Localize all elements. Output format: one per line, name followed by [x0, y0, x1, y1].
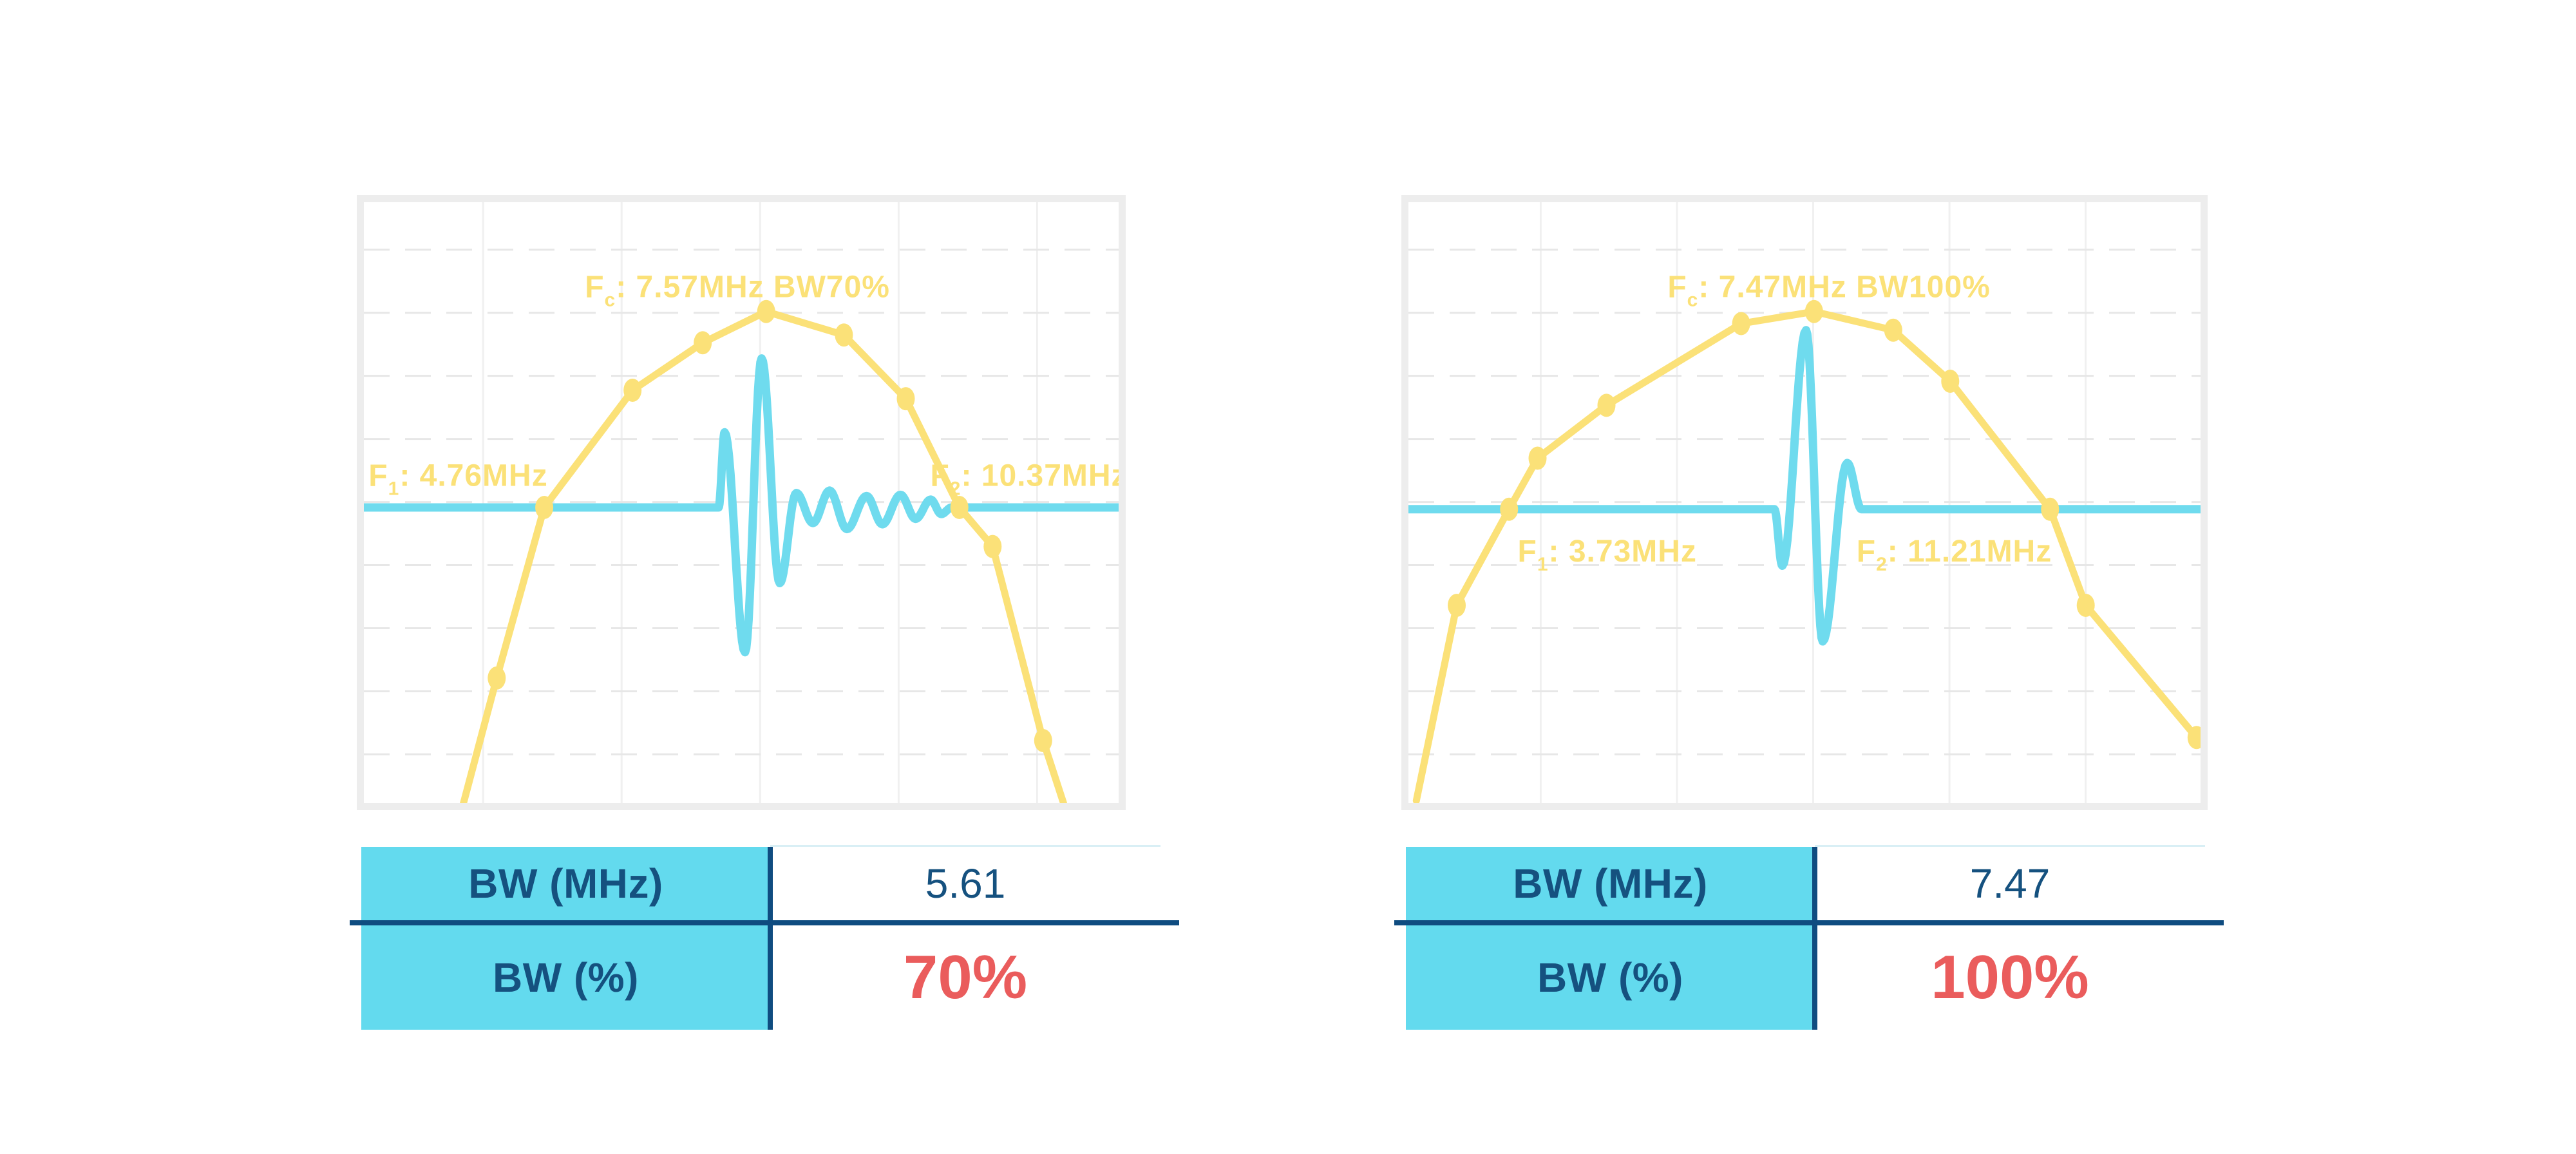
bw-pct-label: BW (%) — [493, 954, 639, 1001]
spectrum-marker-dot — [1528, 446, 1547, 470]
spectrum-curve — [1412, 308, 2201, 803]
fc-label: Fc: 7.47MHz BW100% — [1667, 270, 1990, 310]
spectrum-marker-dot — [983, 534, 1002, 558]
bw-table-70: BW (MHz) 5.61 BW (%) 70% — [350, 844, 1187, 1044]
spectrum-marker-dot — [757, 299, 775, 323]
spectrum-marker-dot — [1884, 318, 1902, 342]
bw-pct-label: BW (%) — [1537, 954, 1683, 1001]
spectrum-marker-dot — [1732, 312, 1750, 336]
table-horizontal-divider — [1394, 920, 2224, 925]
spectrum-marker-dot — [2187, 726, 2201, 750]
bw-pct-value: 70% — [903, 943, 1028, 1012]
table-label-column — [1406, 847, 1815, 1030]
table-label-column — [361, 847, 770, 1030]
table-top-rule — [770, 845, 1160, 847]
spectrum-marker-dot — [896, 387, 915, 411]
spectrum-marker-dot — [2076, 594, 2095, 617]
spectrum-marker-dot — [1500, 497, 1519, 521]
bw-mhz-value: 7.47 — [1969, 860, 2050, 907]
f2-label: F2: 11.21MHz — [1857, 534, 2052, 575]
spectrum-marker-dot — [1448, 594, 1466, 617]
spectrum-marker-dot — [1034, 729, 1052, 752]
spectrum-marker-dot — [623, 379, 642, 402]
bw-mhz-label: BW (MHz) — [468, 860, 663, 907]
chart-panel-bw70: Fc: 7.57MHz BW70% F1: 4.76MHz F2: 10.37MHz — [357, 195, 1126, 810]
spectrum-marker-dot — [1941, 370, 1960, 393]
spectrum-marker-dot — [1597, 393, 1616, 417]
spectrum-marker-dot — [1804, 299, 1823, 323]
bw-mhz-value: 5.61 — [925, 860, 1006, 907]
chart-panel-bw100: Fc: 7.47MHz BW100% F1: 3.73MHz F2: 11.21MH… — [1401, 195, 2208, 810]
f2-label: F2: 10.37MHz — [930, 459, 1119, 499]
pulse-waveform — [364, 354, 1119, 657]
chart-bw100-canvas: Fc: 7.47MHz BW100% F1: 3.73MHz F2: 11.21MH… — [1408, 202, 2201, 803]
bw-mhz-label: BW (MHz) — [1513, 860, 1708, 907]
spectrum-curve — [460, 308, 1067, 803]
spectrum-marker-dot — [950, 496, 969, 519]
table-vertical-divider — [1812, 847, 1817, 1030]
chart-bw70-canvas: Fc: 7.57MHz BW70% F1: 4.76MHz F2: 10.37MHz — [364, 202, 1119, 803]
table-top-rule — [1815, 845, 2205, 847]
spectrum-marker-dot — [535, 496, 554, 519]
bw-pct-value: 100% — [1931, 943, 2089, 1012]
spectrum-marker-dot — [694, 331, 712, 355]
f1-label: F1: 4.76MHz — [368, 459, 547, 499]
spectrum-marker-dot — [488, 666, 506, 690]
pulse-waveform — [1408, 326, 2201, 646]
spectrum-marker-dot — [2041, 497, 2060, 521]
table-vertical-divider — [768, 847, 773, 1030]
spectrum-marker-dot — [835, 323, 853, 347]
table-horizontal-divider — [350, 920, 1179, 925]
fc-label: Fc: 7.57MHz BW70% — [585, 270, 890, 310]
bw-table-100: BW (MHz) 7.47 BW (%) 100% — [1394, 844, 2231, 1044]
f1-label: F1: 3.73MHz — [1517, 534, 1696, 575]
